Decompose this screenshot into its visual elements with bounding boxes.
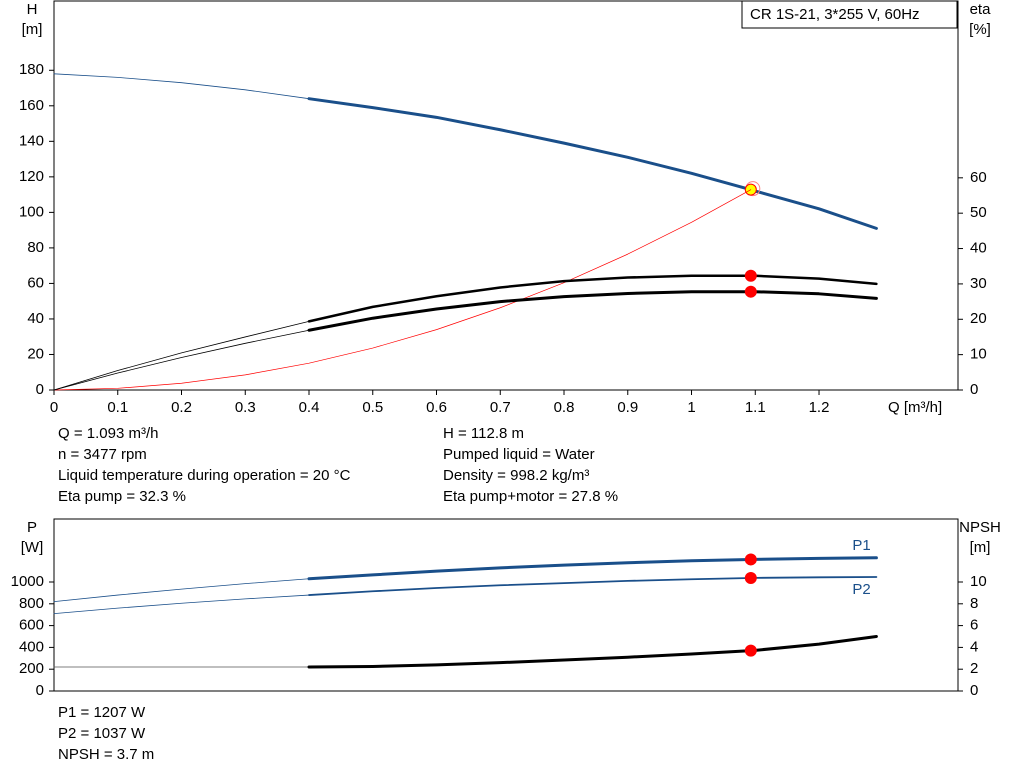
info-text: Q = 1.093 m³/h [58,425,158,442]
duty-point [744,269,757,282]
series-line [53,320,310,391]
y2-axis-label: eta [970,1,992,18]
duty-point [744,571,757,584]
y-axis-label: [W] [21,539,44,556]
y-tick-label: 800 [19,595,44,612]
info-text: H = 112.8 m [443,425,524,442]
info-text: P1 = 1207 W [58,704,146,721]
series-line [307,635,878,669]
x-tick-label: 0.4 [299,399,320,416]
y-tick-label: 1000 [11,573,44,590]
y2-tick-label: 2 [970,660,978,677]
series-line [307,97,878,230]
x-tick-label: 0.5 [362,399,383,416]
y-tick-label: 100 [19,203,44,220]
y-tick-label: 120 [19,168,44,185]
y2-tick-label: 40 [970,240,987,257]
y2-tick-label: 0 [970,682,978,699]
y-tick-label: 80 [27,239,44,256]
x-axis-label: Q [m³/h] [888,399,942,416]
y-axis-label: P [27,519,37,536]
series-line [53,578,310,603]
y-axis-label: [m] [22,21,43,38]
y2-tick-label: 10 [970,573,987,590]
y-tick-label: 160 [19,97,44,114]
duty-point [744,644,757,657]
y2-tick-label: 30 [970,275,987,292]
y2-tick-label: 50 [970,204,987,221]
info-text: n = 3477 rpm [58,446,147,463]
series-line [53,189,752,391]
series-label: P2 [852,581,870,598]
x-tick-label: 0.7 [490,399,511,416]
y-tick-label: 200 [19,660,44,677]
series-label: P1 [852,537,870,554]
series-line [308,576,878,596]
info-text: Liquid temperature during operation = 20… [58,467,351,484]
duty-point [744,553,757,566]
y2-tick-label: 0 [970,381,978,398]
y2-tick-label: 6 [970,617,978,634]
x-tick-label: 1 [687,399,695,416]
duty-point [744,285,757,298]
y2-tick-label: 8 [970,595,978,612]
x-tick-label: 1.1 [745,399,766,416]
y-tick-label: 40 [27,310,44,327]
x-tick-label: 0.6 [426,399,447,416]
x-tick-label: 0.2 [171,399,192,416]
x-tick-label: 0 [50,399,58,416]
info-text: Density = 998.2 kg/m³ [443,467,589,484]
x-tick-label: 0.8 [554,399,575,416]
y-tick-label: 400 [19,638,44,655]
x-tick-label: 0.1 [107,399,128,416]
y2-axis-label: NPSH [959,519,1001,536]
y-tick-label: 180 [19,61,44,78]
y2-axis-label: [%] [969,21,991,38]
y2-tick-label: 10 [970,346,987,363]
series-line [53,329,310,391]
y-tick-label: 60 [27,274,44,291]
y-tick-label: 0 [36,381,44,398]
title-box [741,0,958,29]
x-tick-label: 0.3 [235,399,256,416]
series-line [307,274,878,323]
y-tick-label: 600 [19,617,44,634]
x-tick-label: 0.9 [617,399,638,416]
y-tick-label: 20 [27,345,44,362]
series-line [307,556,878,581]
info-text: Eta pump = 32.3 % [58,488,186,505]
x-tick-label: 1.2 [809,399,830,416]
y2-axis-label: [m] [970,539,991,556]
info-text: Eta pump+motor = 27.8 % [443,488,618,505]
series-line [53,594,310,615]
y-tick-label: 0 [36,682,44,699]
info-text: NPSH = 3.7 m [58,746,154,763]
y2-tick-label: 4 [970,638,978,655]
y2-tick-label: 60 [970,169,987,186]
y2-tick-label: 20 [970,310,987,327]
plot-frame [53,0,959,391]
y-tick-label: 140 [19,132,44,149]
info-text: P2 = 1037 W [58,725,146,742]
series-line [307,290,878,332]
info-text: Pumped liquid = Water [443,446,595,463]
plot-frame [53,518,959,692]
series-line [53,73,310,100]
chart-title: CR 1S-21, 3*255 V, 60Hz [750,6,920,23]
y-axis-label: H [27,1,38,18]
